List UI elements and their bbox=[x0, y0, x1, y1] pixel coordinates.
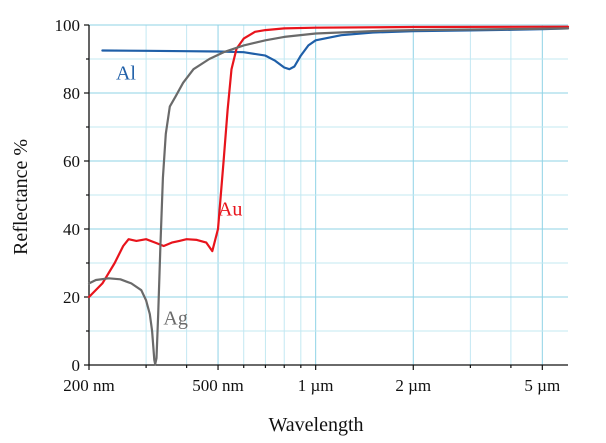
x-tick-label: 500 nm bbox=[192, 376, 243, 395]
series-line-au bbox=[87, 25, 570, 299]
x-tick-label: 200 nm bbox=[63, 376, 114, 395]
y-tick-label: 100 bbox=[55, 16, 81, 35]
labels: Al Au Ag bbox=[116, 63, 242, 330]
grid bbox=[88, 24, 568, 365]
y-tick-label: 60 bbox=[63, 152, 80, 171]
series-label-al: Al bbox=[116, 63, 136, 85]
y-tick-label: 80 bbox=[63, 84, 80, 103]
y-tick-label: 40 bbox=[63, 220, 80, 239]
axes: 0 20 40 60 80 100 200 nm 500 nm 1 µm 2 µm 5 µm bbox=[55, 16, 568, 395]
x-tick-label: 2 µm bbox=[395, 376, 431, 395]
series-label-au: Au bbox=[218, 199, 242, 221]
series-line-al bbox=[101, 27, 570, 71]
x-axis-label: Wavelength bbox=[268, 414, 363, 436]
y-axis-label: Reflectance % bbox=[10, 139, 32, 255]
series-line-ag bbox=[87, 27, 570, 366]
y-tick-label: 0 bbox=[72, 356, 81, 375]
series-lines bbox=[87, 25, 570, 366]
x-tick-label: 1 µm bbox=[298, 376, 334, 395]
series-label-ag: Ag bbox=[163, 307, 187, 329]
y-tick-label: 20 bbox=[63, 288, 80, 307]
x-tick-label: 5 µm bbox=[524, 376, 560, 395]
